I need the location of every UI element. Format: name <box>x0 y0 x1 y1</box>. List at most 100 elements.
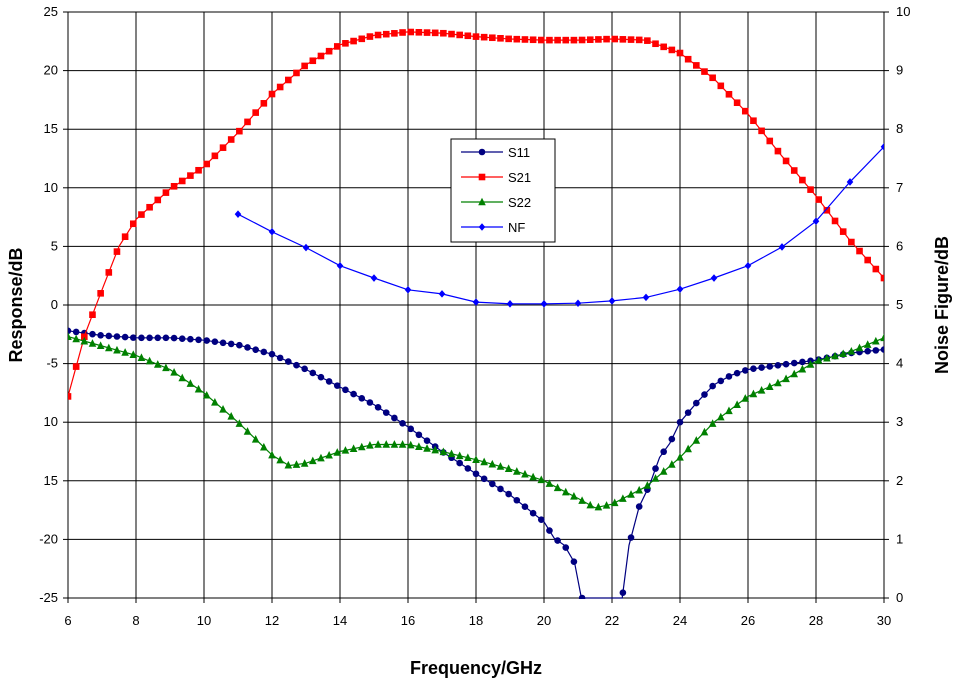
data-point <box>178 177 186 185</box>
legend-marker-nf <box>478 223 486 231</box>
data-point <box>325 47 333 55</box>
data-point <box>404 285 412 294</box>
data-point <box>194 384 203 393</box>
data-point <box>121 348 129 356</box>
data-point <box>268 450 276 459</box>
data-point <box>129 350 138 358</box>
x-tick-label: 24 <box>673 613 687 628</box>
data-point <box>586 36 594 44</box>
data-point <box>651 474 660 482</box>
data-point <box>145 356 154 365</box>
data-point <box>733 99 741 107</box>
data-point <box>684 444 692 453</box>
data-point <box>285 358 292 365</box>
data-point <box>260 442 268 451</box>
data-point <box>146 203 153 211</box>
data-point <box>72 328 80 336</box>
data-point <box>137 353 146 361</box>
legend-marker-s21 <box>478 173 486 181</box>
data-point <box>105 343 113 352</box>
data-point <box>219 405 227 413</box>
x-tick-label: 16 <box>401 613 415 628</box>
data-point <box>733 400 741 408</box>
data-point <box>880 142 884 151</box>
data-point <box>138 334 145 342</box>
data-point <box>358 394 366 402</box>
data-point <box>676 49 684 57</box>
y-right-tick-label: 0 <box>896 590 903 605</box>
data-point <box>497 34 504 42</box>
data-point <box>774 378 782 387</box>
data-point <box>374 403 382 411</box>
data-point <box>252 346 259 354</box>
data-point <box>570 491 578 500</box>
x-tick-label: 10 <box>197 613 211 628</box>
data-point <box>219 144 227 151</box>
data-point <box>89 311 96 319</box>
data-point <box>170 334 178 342</box>
data-point <box>627 490 635 498</box>
data-point <box>758 127 765 135</box>
data-point <box>382 409 390 416</box>
data-point <box>831 351 839 360</box>
data-point <box>561 487 570 496</box>
data-point <box>643 481 652 489</box>
data-point <box>725 406 733 415</box>
data-point <box>195 336 202 344</box>
data-point <box>710 274 718 282</box>
data-point <box>806 360 815 368</box>
y-right-tick-label: 1 <box>896 531 903 546</box>
data-point <box>456 459 463 467</box>
data-point <box>284 460 293 469</box>
y-right-tick-label: 8 <box>896 121 903 136</box>
tick-labels: 6 8 10 12 14 16 18 20 22 24 26 28 30-25-201510-50510… <box>39 4 910 628</box>
data-point <box>423 444 431 452</box>
data-point <box>309 369 317 377</box>
data-point <box>562 544 570 551</box>
data-point <box>578 36 586 44</box>
data-point <box>293 361 300 369</box>
data-point <box>480 475 488 483</box>
data-point <box>692 436 701 444</box>
data-point <box>798 364 807 373</box>
data-point <box>766 137 774 145</box>
y-left-tick-label: -5 <box>46 356 58 371</box>
data-point <box>382 30 390 38</box>
data-point <box>709 382 716 390</box>
data-point <box>668 46 676 54</box>
data-point <box>480 457 488 466</box>
y-right-tick-label: 10 <box>896 4 910 19</box>
x-tick-label: 6 <box>64 613 71 628</box>
data-point <box>219 339 227 347</box>
data-point <box>325 450 333 459</box>
data-point <box>464 32 472 40</box>
data-point <box>676 285 684 293</box>
data-point <box>374 440 382 448</box>
data-point <box>709 74 716 82</box>
data-point <box>162 334 170 342</box>
data-point <box>774 147 782 155</box>
data-point <box>513 35 521 43</box>
data-point <box>234 210 242 218</box>
data-point <box>447 449 456 458</box>
data-point <box>178 335 186 342</box>
data-point <box>725 373 733 380</box>
data-point <box>472 298 480 306</box>
data-point <box>129 220 137 228</box>
data-point <box>236 341 243 349</box>
data-point <box>717 82 725 90</box>
data-point <box>863 340 872 348</box>
data-point <box>839 228 847 235</box>
data-point <box>570 36 578 44</box>
data-point <box>366 441 374 449</box>
data-point <box>496 462 505 470</box>
data-point <box>276 83 284 91</box>
data-point <box>880 333 884 342</box>
data-point <box>260 348 268 356</box>
data-point <box>602 501 611 509</box>
data-point <box>758 364 765 371</box>
data-point <box>750 117 757 125</box>
series-s11 <box>68 327 884 599</box>
y-left-tick-label: -20 <box>39 531 58 546</box>
data-point <box>717 377 725 385</box>
